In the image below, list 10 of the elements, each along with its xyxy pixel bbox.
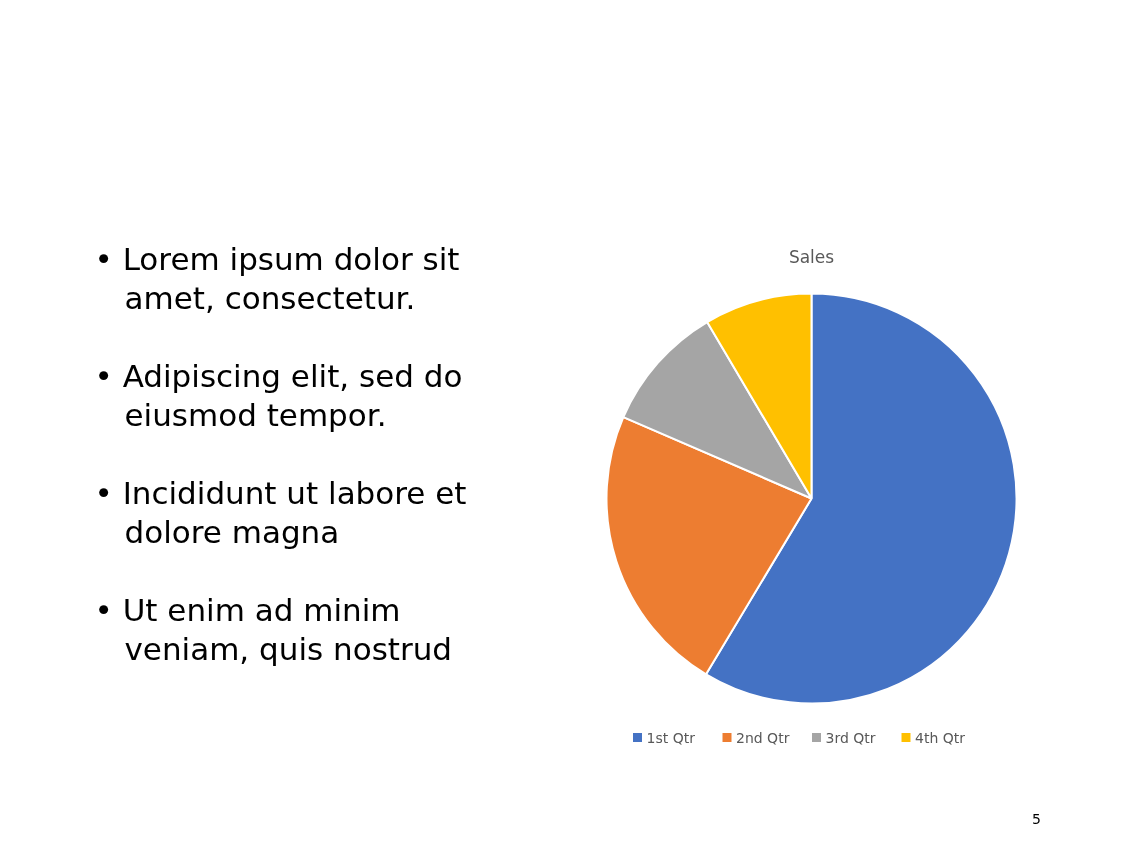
text: • Adipiscing elit, sed do eiusmod tempor. [94,357,463,433]
text: • Ut enim ad minim veniam, quis nostrud [94,591,453,667]
text: 5 [1032,810,1041,827]
legend-label: 1st Qtr [646,729,696,746]
legend-label: 3rd Qtr [825,729,876,746]
chart-title: Sales [788,246,835,267]
legend-label: 2nd Qtr [736,729,790,746]
text: • Incididunt ut labore et dolore magna [94,474,467,550]
text: • Lorem ipsum dolor sit amet, consectetur. [94,240,460,316]
legend-label: 4th Qtr [915,729,966,746]
